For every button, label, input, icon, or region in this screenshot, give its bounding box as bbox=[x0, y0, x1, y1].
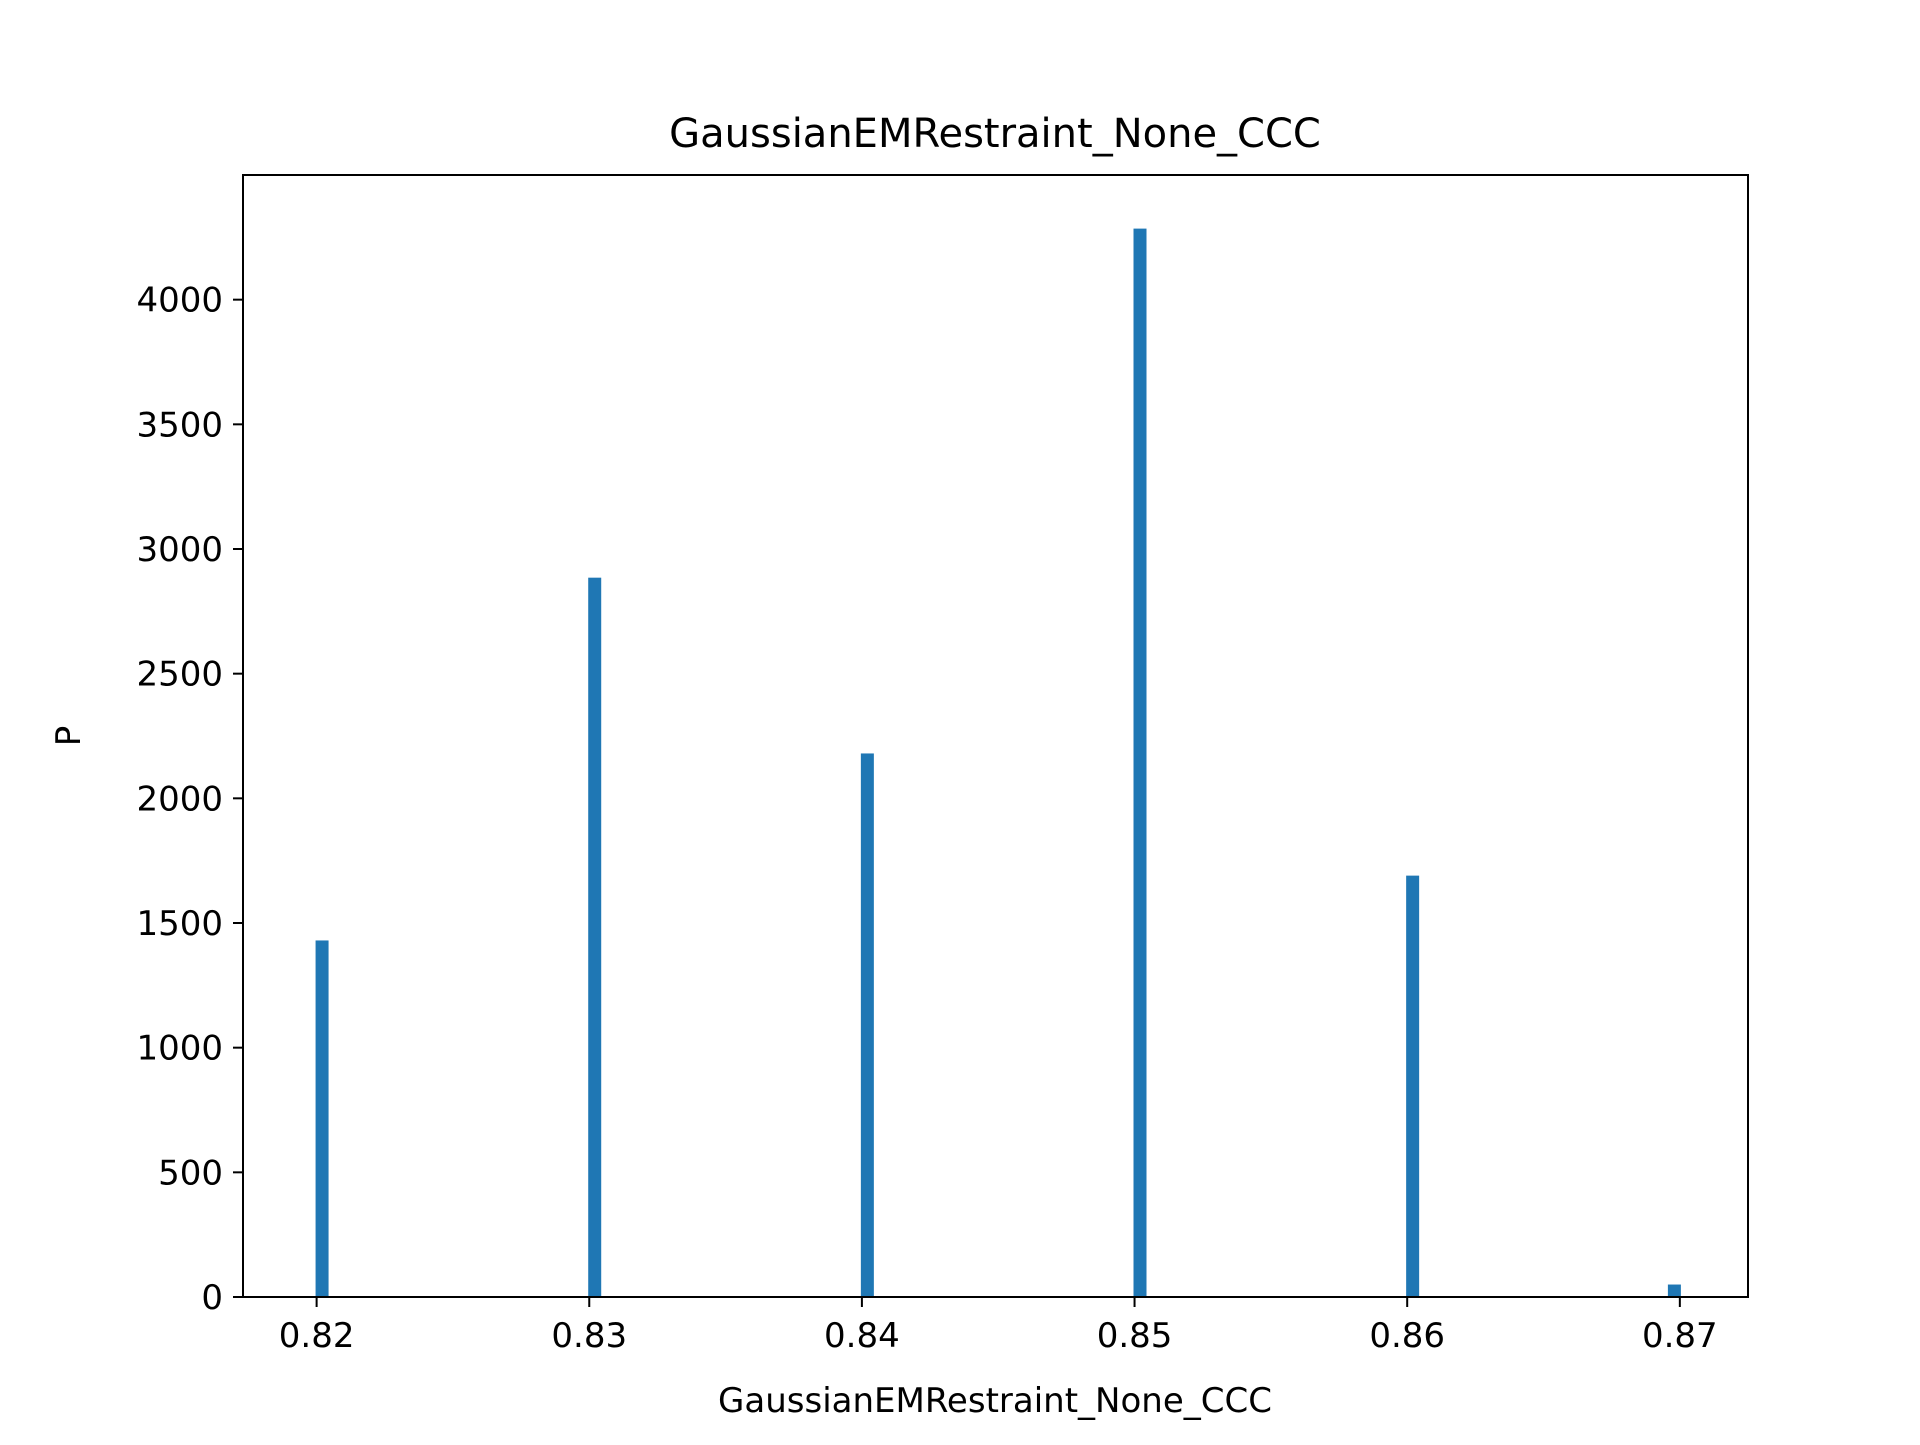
x-tick-label-0: 0.82 bbox=[279, 1316, 355, 1356]
y-tick-label-1: 500 bbox=[158, 1153, 223, 1193]
y-tick-label-6: 3000 bbox=[136, 530, 223, 570]
x-tick-label-5: 0.87 bbox=[1642, 1316, 1718, 1356]
y-tick-label-5: 2500 bbox=[136, 655, 223, 695]
bar-3 bbox=[1133, 228, 1147, 1297]
bar-1 bbox=[588, 577, 602, 1297]
chart-title: GaussianEMRestraint_None_CCC bbox=[669, 111, 1321, 157]
x-tick-label-4: 0.86 bbox=[1369, 1316, 1445, 1356]
bar-0 bbox=[315, 940, 329, 1297]
x-tick-label-3: 0.85 bbox=[1097, 1316, 1173, 1356]
x-axis-label: GaussianEMRestraint_None_CCC bbox=[718, 1381, 1272, 1421]
y-tick-label-8: 4000 bbox=[136, 281, 223, 321]
bar-4 bbox=[1406, 875, 1420, 1297]
bars-layer bbox=[315, 228, 1681, 1297]
y-axis: 0 500 1000 1500 2000 2500 3000 3500 4000 bbox=[136, 281, 243, 1318]
x-axis: 0.82 0.83 0.84 0.85 0.86 0.87 bbox=[279, 1297, 1718, 1356]
x-tick-label-1: 0.83 bbox=[551, 1316, 627, 1356]
y-tick-label-2: 1000 bbox=[136, 1029, 223, 1069]
bar-2 bbox=[860, 753, 874, 1297]
y-tick-label-4: 2000 bbox=[136, 779, 223, 819]
y-tick-label-3: 1500 bbox=[136, 904, 223, 944]
y-axis-label: P bbox=[49, 726, 89, 747]
plot-frame bbox=[242, 174, 1749, 1298]
y-tick-label-7: 3500 bbox=[136, 405, 223, 445]
x-tick-label-2: 0.84 bbox=[824, 1316, 900, 1356]
bar-5 bbox=[1667, 1284, 1681, 1297]
y-tick-label-0: 0 bbox=[201, 1278, 223, 1318]
